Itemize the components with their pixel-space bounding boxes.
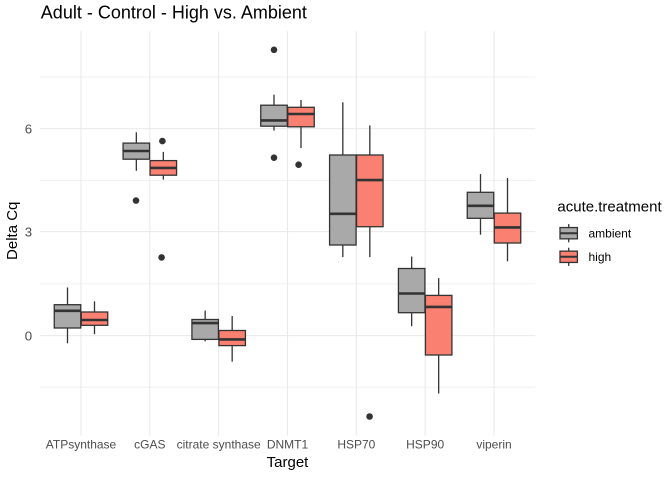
svg-text:viperin: viperin (476, 437, 511, 451)
svg-text:citrate synthase: citrate synthase (177, 437, 261, 451)
svg-text:DNMT1: DNMT1 (267, 437, 309, 451)
svg-text:0: 0 (25, 329, 32, 344)
svg-text:Delta Cq: Delta Cq (4, 202, 21, 260)
svg-text:3: 3 (25, 225, 32, 240)
svg-text:HSP90: HSP90 (406, 437, 444, 451)
svg-text:cGAS: cGAS (134, 437, 165, 451)
svg-text:ambient: ambient (589, 227, 632, 241)
svg-text:6: 6 (25, 122, 32, 137)
svg-text:acute.treatment: acute.treatment (557, 199, 662, 216)
svg-text:HSP70: HSP70 (337, 437, 375, 451)
svg-text:ATPsynthase: ATPsynthase (46, 437, 117, 451)
svg-text:Target: Target (267, 454, 310, 471)
svg-text:Adult - Control - High vs. Amb: Adult - Control - High vs. Ambient (41, 3, 307, 23)
svg-text:high: high (589, 250, 612, 264)
